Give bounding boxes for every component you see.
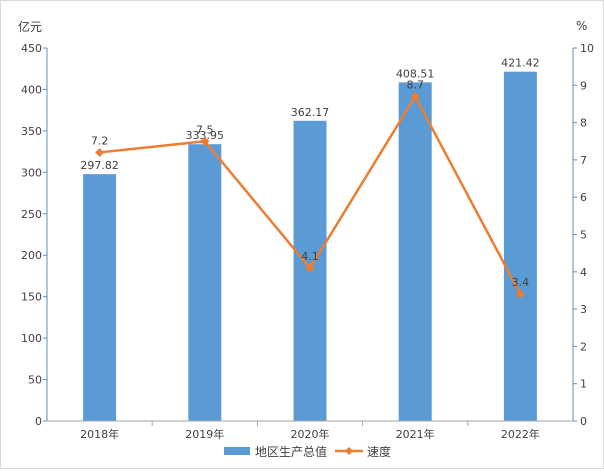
left-tick-label: 150 [21,291,42,304]
left-axis-ticks: 0 50 100 150 200 250 300 350 400 450 [21,42,42,428]
right-tick-label: 2 [580,340,587,353]
right-tick-label: 10 [580,42,594,55]
legend[interactable]: 地区生产总值 速度 [224,444,391,459]
line-data-label: 8.7 [406,78,424,91]
bar-data-label: 362.17 [291,106,330,119]
line-data-label: 4.1 [301,250,319,263]
bar-series [83,71,537,422]
line-data-label: 3.4 [512,276,530,289]
left-axis-unit: 亿元 [18,19,42,34]
right-tick-label: 5 [580,229,587,242]
right-axis-ticks: 0 1 2 3 4 5 6 7 8 9 10 [580,42,594,428]
legend-label-bar: 地区生产总值 [255,444,327,459]
left-tick-label: 450 [21,42,42,55]
line-marker [305,263,315,273]
line-data-labels: 7.2 7.5 4.1 8.7 3.4 [91,78,529,289]
right-tick-label: 3 [580,303,587,316]
bar [83,174,117,421]
bar-data-label: 421.42 [501,57,540,70]
left-tick-label: 300 [21,166,42,179]
category-label: 2021年 [396,427,435,441]
bar [503,71,537,422]
bar [398,82,432,422]
right-axis-unit: % [576,19,587,33]
left-tick-label: 50 [28,374,42,387]
left-tick-label: 400 [21,83,42,96]
line-data-label: 7.5 [196,123,214,136]
right-tick-label: 9 [580,79,587,92]
left-tick-label: 350 [21,125,42,138]
legend-swatch-bar [224,447,250,455]
category-label: 2020年 [291,427,330,441]
line-marker [200,136,210,146]
right-tick-label: 6 [580,191,587,204]
line-data-label: 7.2 [91,134,109,147]
left-tick-label: 250 [21,208,42,221]
bar [188,144,222,421]
line-series [95,91,525,299]
left-tick-label: 100 [21,332,42,345]
bar-data-labels: 297.82 333.95 362.17 408.51 421.42 [80,57,539,172]
line-marker [515,289,525,299]
axes [43,47,577,426]
category-labels: 2018年 2019年 2020年 2021年 2022年 [80,427,540,441]
right-tick-label: 7 [580,154,587,167]
category-label: 2019年 [185,427,224,441]
line-marker [410,91,420,101]
right-tick-label: 1 [580,378,587,391]
legend-label-line: 速度 [367,444,391,459]
right-tick-label: 4 [580,266,587,279]
right-tick-label: 8 [580,117,587,130]
line-marker [95,147,105,157]
left-tick-label: 200 [21,249,42,262]
right-tick-label: 0 [580,415,587,428]
bar-data-label: 297.82 [80,159,119,172]
bar-data-label: 408.51 [396,67,435,80]
bar-data-label: 333.95 [186,129,225,142]
category-label: 2018年 [80,427,119,441]
category-label: 2022年 [501,427,540,441]
left-tick-label: 0 [35,415,42,428]
legend-swatch-marker [345,447,353,455]
